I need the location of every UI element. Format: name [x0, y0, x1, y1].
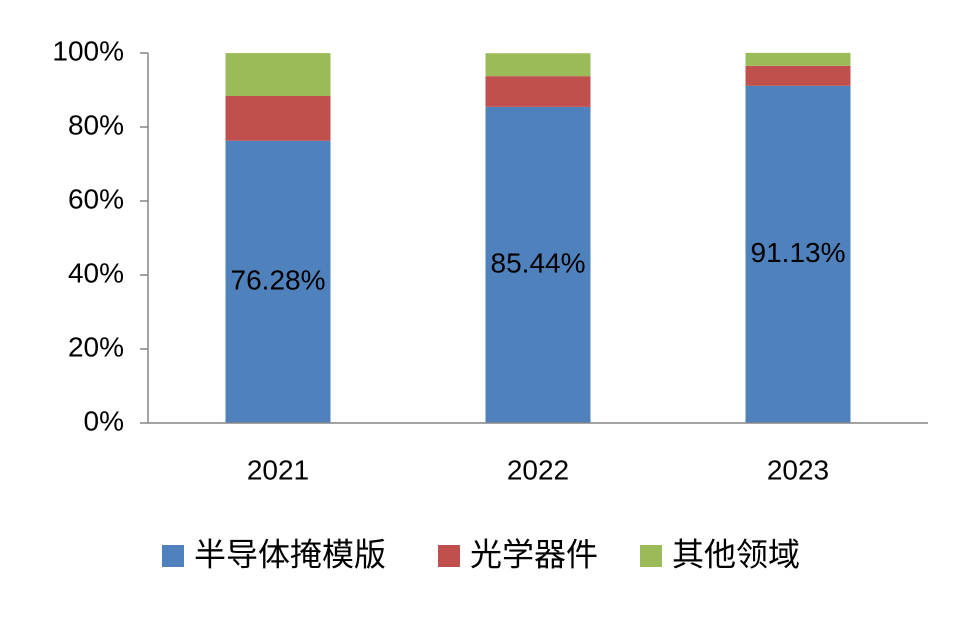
bar-segment [745, 52, 851, 66]
legend-label: 其他领域 [672, 536, 800, 572]
legend-swatch [640, 545, 662, 567]
legend-swatch [438, 545, 460, 567]
legend-label: 光学器件 [470, 536, 598, 572]
legend-swatch [162, 545, 184, 567]
y-tick-label: 0% [84, 405, 124, 436]
x-tick-label: 2021 [247, 454, 309, 485]
x-tick-label: 2023 [767, 454, 829, 485]
y-tick-label: 80% [68, 109, 124, 140]
y-tick-label: 40% [68, 257, 124, 288]
y-tick-label: 20% [68, 331, 124, 362]
bar-segment [485, 106, 591, 423]
bar-segment [745, 65, 851, 86]
y-tick-label: 100% [52, 35, 124, 66]
value-label: 91.13% [751, 237, 846, 268]
value-label: 76.28% [231, 264, 326, 295]
bar-segment [485, 53, 591, 77]
bar-segment [485, 76, 591, 107]
bar-segment [225, 140, 331, 423]
bar-segment [225, 53, 331, 96]
x-tick-label: 2022 [507, 454, 569, 485]
y-tick-label: 60% [68, 183, 124, 214]
bar-segment [225, 95, 331, 141]
value-label: 85.44% [491, 247, 586, 278]
bar-segment [745, 85, 851, 423]
legend-label: 半导体掩模版 [194, 536, 386, 572]
